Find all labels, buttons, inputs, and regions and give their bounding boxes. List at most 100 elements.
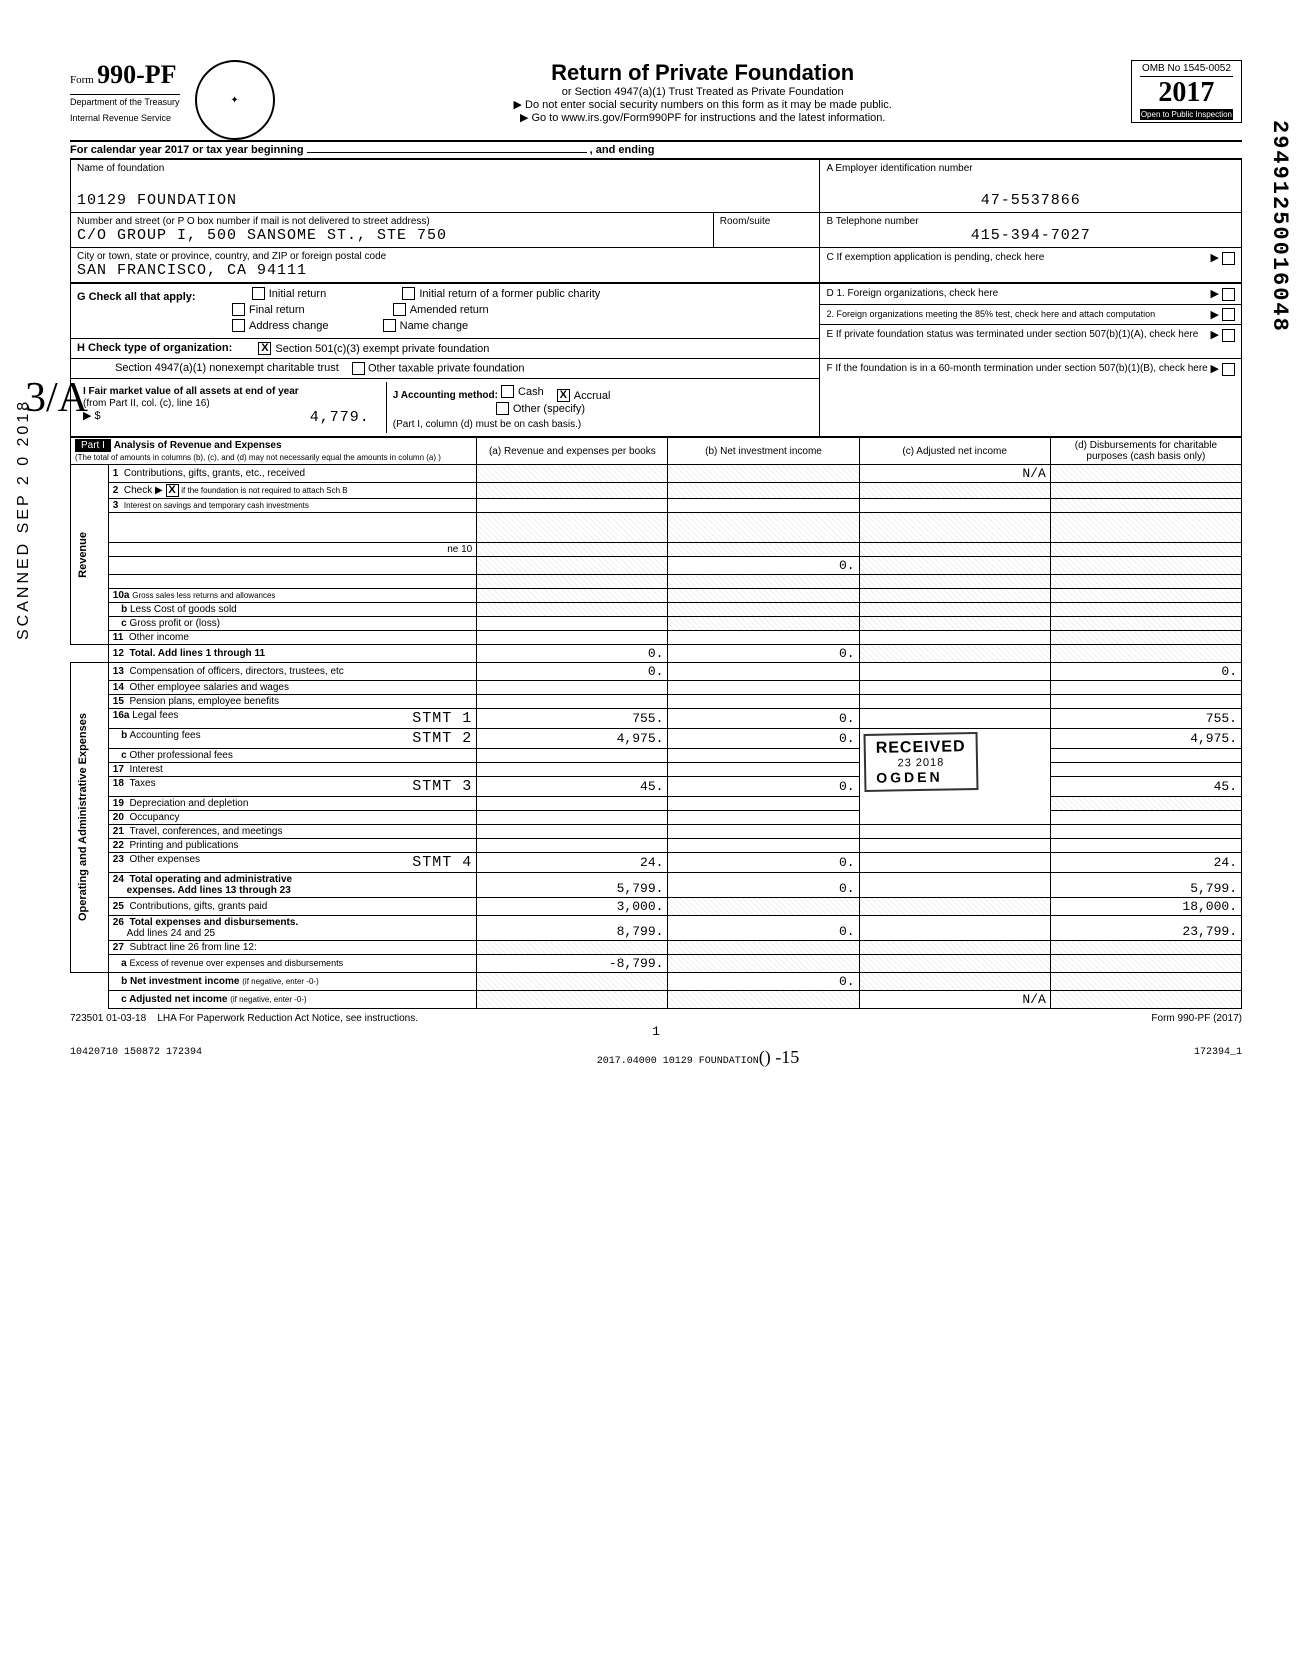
e-checkbox[interactable] xyxy=(1222,329,1235,342)
line-10-partial: ne 10 xyxy=(108,543,476,557)
line-16c: c Other professional fees xyxy=(108,749,476,763)
line-23: 23 Other expenses STMT 4 xyxy=(108,853,476,873)
identity-grid: Name of foundation 10129 FOUNDATION A Em… xyxy=(70,159,1242,283)
section-c-label: C If exemption application is pending, c… xyxy=(826,252,1044,263)
line-15: 15 Pension plans, employee benefits xyxy=(108,695,476,709)
l27c-c: N/A xyxy=(859,991,1050,1009)
name-change-checkbox[interactable] xyxy=(383,319,396,332)
l27a-a: -8,799. xyxy=(477,955,668,973)
l18-a: 45. xyxy=(477,777,668,797)
l13d: 0. xyxy=(1050,663,1241,681)
line-3: 3 Interest on savings and temporary cash… xyxy=(108,499,476,513)
col-c-header: (c) Adjusted net income xyxy=(859,438,1050,465)
j-other-checkbox[interactable] xyxy=(496,402,509,415)
l13a: 0. xyxy=(477,663,668,681)
scanned-stamp: SCANNED SEP 2 0 2018 xyxy=(15,399,33,640)
final-return-label: Final return xyxy=(249,304,305,316)
form-number: 990-PF xyxy=(97,60,176,89)
subtitle-3: Go to www.irs.gov/Form990PF for instruct… xyxy=(290,111,1116,124)
h-501-checkbox[interactable] xyxy=(258,342,271,355)
h-4947-label: Section 4947(a)(1) nonexempt charitable … xyxy=(115,362,339,374)
line-25: 25 Contributions, gifts, grants paid xyxy=(108,898,476,916)
line-27a: a Excess of revenue over expenses and di… xyxy=(108,955,476,973)
l16b-d: 4,975. xyxy=(1050,729,1241,749)
city-label: City or town, state or province, country… xyxy=(77,251,813,262)
line-blank-0: 0. xyxy=(668,557,859,575)
calendar-year-row: For calendar year 2017 or tax year begin… xyxy=(70,140,1242,159)
amended-checkbox[interactable] xyxy=(393,303,406,316)
phone-value: 415-394-7027 xyxy=(826,227,1235,244)
j-cash-checkbox[interactable] xyxy=(501,385,514,398)
footer-lha: LHA For Paperwork Reduction Act Notice, … xyxy=(157,1013,418,1024)
l24-d: 5,799. xyxy=(1050,873,1241,898)
expenses-label: Operating and Administrative Expenses xyxy=(75,709,91,925)
line-26: 26 Total expenses and disbursements. Add… xyxy=(108,916,476,941)
form-label: Form xyxy=(70,74,94,86)
irs-label: Internal Revenue Service xyxy=(70,111,180,123)
cal-year-ending: , and ending xyxy=(590,144,655,156)
col-a-header: (a) Revenue and expenses per books xyxy=(477,438,668,465)
h-other-label: Other taxable private foundation xyxy=(368,362,525,374)
footer-page: 1 xyxy=(70,1024,1242,1039)
schb-checkbox[interactable] xyxy=(166,484,179,497)
revenue-label: Revenue xyxy=(75,528,91,582)
f-checkbox[interactable] xyxy=(1222,363,1235,376)
g-label: G Check all that apply: xyxy=(77,291,196,303)
line-20: 20 Occupancy xyxy=(108,811,476,825)
line-19: 19 Depreciation and depletion xyxy=(108,797,476,811)
d1-checkbox[interactable] xyxy=(1222,288,1235,301)
form-number-block: Form 990-PF Department of the Treasury I… xyxy=(70,60,180,123)
footer-initials: () -15 xyxy=(759,1047,799,1067)
handwritten-mark: 3/A xyxy=(25,380,88,418)
col-d-header: (d) Disbursements for charitable purpose… xyxy=(1050,438,1241,465)
address-change-checkbox[interactable] xyxy=(232,319,245,332)
ein-value: 47-5537866 xyxy=(826,192,1235,209)
h-label: H Check type of organization: xyxy=(77,342,232,354)
line-13: 13 Compensation of officers, directors, … xyxy=(108,663,476,681)
section-c-checkbox[interactable] xyxy=(1222,252,1235,265)
line-27c: c Adjusted net income (if negative, ente… xyxy=(108,991,476,1009)
subtitle-1: or Section 4947(a)(1) Trust Treated as P… xyxy=(290,86,1116,98)
initial-former-checkbox[interactable] xyxy=(402,287,415,300)
j-accrual-checkbox[interactable] xyxy=(557,389,570,402)
j-note: (Part I, column (d) must be on cash basi… xyxy=(393,419,581,430)
open-inspection: Open to Public Inspection xyxy=(1140,109,1233,120)
footer-code: 723501 01-03-18 xyxy=(70,1013,146,1024)
l27b-b: 0. xyxy=(668,973,859,991)
l23-a: 24. xyxy=(477,853,668,873)
f-label: F If the foundation is in a 60-month ter… xyxy=(826,363,1207,374)
line-27b: b Net investment income (if negative, en… xyxy=(108,973,476,991)
dept-treasury: Department of the Treasury xyxy=(70,94,180,107)
city-value: SAN FRANCISCO, CA 94111 xyxy=(77,262,813,279)
d2-checkbox[interactable] xyxy=(1222,308,1235,321)
line-10b: b Less Cost of goods sold xyxy=(108,603,476,617)
i-value: 4,779. xyxy=(310,409,380,426)
part1-label: Part I xyxy=(75,439,111,452)
h-4947-checkbox[interactable] xyxy=(352,362,365,375)
line-14: 14 Other employee salaries and wages xyxy=(108,681,476,695)
side-stamp-number: 29491250016048 xyxy=(1267,120,1292,333)
line-16b: b Accounting fees STMT 2 xyxy=(108,729,476,749)
room-label: Room/suite xyxy=(720,216,814,227)
l18-d: 45. xyxy=(1050,777,1241,797)
d1-label: D 1. Foreign organizations, check here xyxy=(826,288,998,299)
amended-label: Amended return xyxy=(410,304,489,316)
line-24: 24 Total operating and administrative ex… xyxy=(108,873,476,898)
phone-label: B Telephone number xyxy=(826,216,1235,227)
part1-table: Part I Analysis of Revenue and Expenses … xyxy=(70,437,1242,1009)
final-return-checkbox[interactable] xyxy=(232,303,245,316)
initial-return-checkbox[interactable] xyxy=(252,287,265,300)
e-label: E If private foundation status was termi… xyxy=(826,329,1198,340)
title-block: Return of Private Foundation or Section … xyxy=(290,60,1116,124)
h-501-label: Section 501(c)(3) exempt private foundat… xyxy=(275,343,489,355)
i-sub: (from Part II, col. (c), line 16) xyxy=(83,398,210,409)
footer-center: 2017.04000 10129 FOUNDATION xyxy=(597,1056,759,1067)
line-22: 22 Printing and publications xyxy=(108,839,476,853)
footer-batch: 10420710 150872 172394 xyxy=(70,1047,202,1068)
street-label: Number and street (or P O box number if … xyxy=(77,216,707,227)
subtitle-2: Do not enter social security numbers on … xyxy=(290,98,1116,111)
received-stamp: RECEIVED 23 2018 OGDEN xyxy=(863,732,978,792)
cal-year-begin: For calendar year 2017 or tax year begin… xyxy=(70,144,304,156)
l24-b: 0. xyxy=(668,873,859,898)
initial-return-label: Initial return xyxy=(269,288,326,300)
